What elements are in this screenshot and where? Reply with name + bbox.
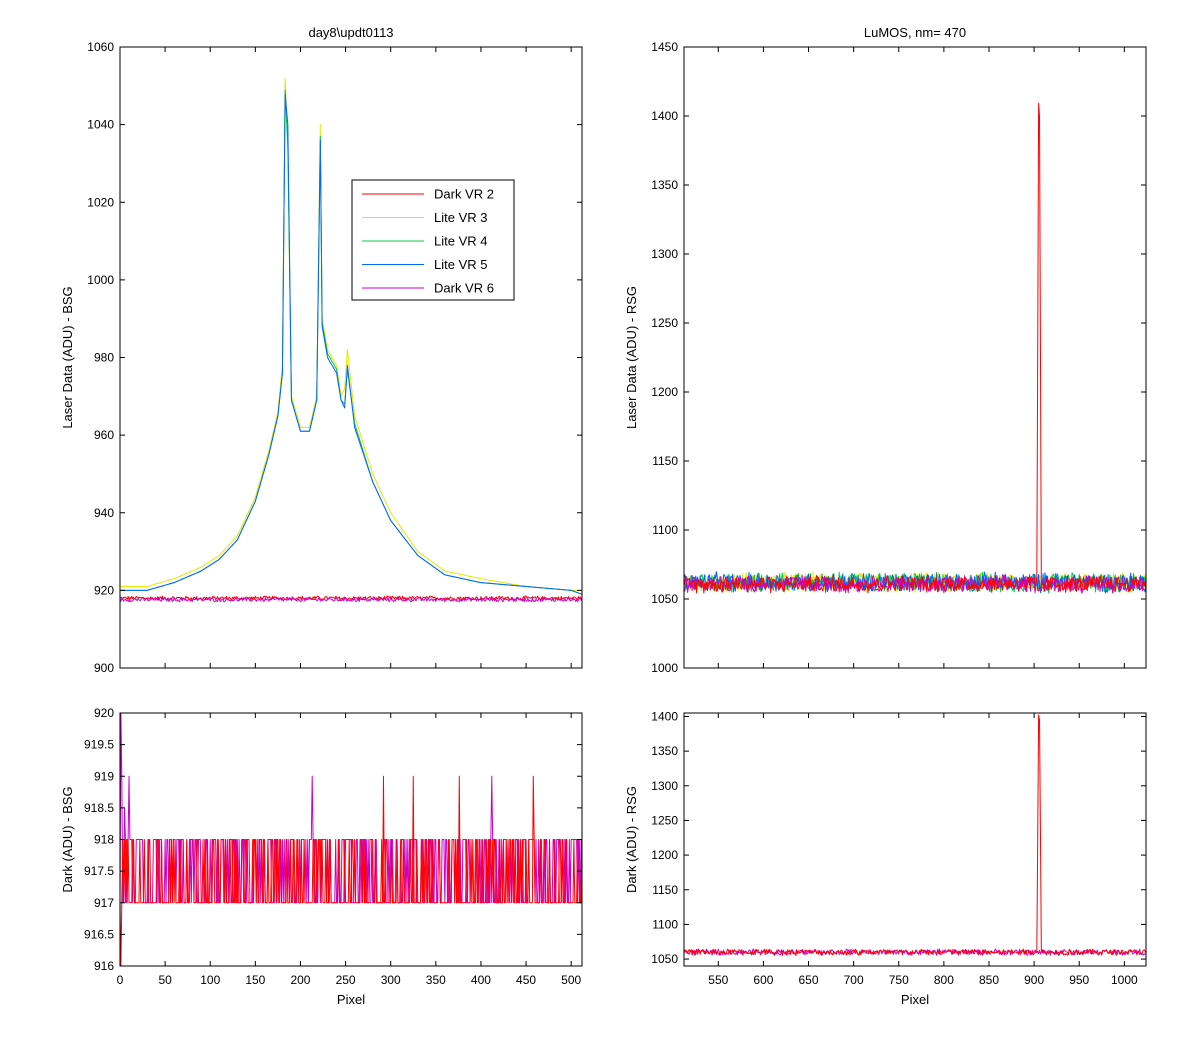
- y-tick-label: 917: [94, 896, 114, 910]
- y-tick-label: 1350: [651, 178, 678, 192]
- y-axis-label: Laser Data (ADU) - BSG: [60, 286, 75, 428]
- x-tick-label: 650: [799, 973, 819, 987]
- x-tick-label: 50: [158, 973, 172, 987]
- axes-box: [683, 712, 1147, 967]
- y-tick-label: 918: [94, 833, 114, 847]
- y-axis-label: Dark (ADU) - RSG: [624, 786, 639, 893]
- legend-label: Lite VR 5: [434, 257, 487, 272]
- y-tick-label: 940: [94, 506, 114, 520]
- series-line-lite-vr-3: [120, 77, 582, 591]
- plot-area: [684, 47, 1146, 668]
- series-group: [684, 714, 1146, 957]
- y-tick-label: 919.5: [84, 738, 114, 752]
- plot-area: [684, 713, 1146, 966]
- x-tick-label: 450: [516, 973, 536, 987]
- y-axis-label: Laser Data (ADU) - RSG: [624, 286, 639, 429]
- chart-bl: 0 50 100 150 200 250 300 350 400 450 500 916 916.5 91…: [60, 706, 583, 1007]
- series-group: [684, 102, 1146, 594]
- x-tick-label: 850: [979, 973, 999, 987]
- x-tick-label: 350: [426, 973, 446, 987]
- x-tick-label: 0: [117, 973, 124, 987]
- y-tick-label: 1100: [652, 523, 678, 537]
- y-tick-label: 1450: [651, 40, 678, 54]
- x-tick-label: 150: [245, 973, 265, 987]
- y-tick-label: 1150: [652, 454, 678, 468]
- y-tick-label: 1300: [651, 247, 678, 261]
- x-tick-label: 750: [889, 973, 909, 987]
- series-line-dark-vr-2: [684, 714, 1146, 957]
- y-tick-label: 1300: [651, 779, 678, 793]
- y-tick-label: 917.5: [84, 864, 114, 878]
- x-tick-label: 400: [471, 973, 491, 987]
- series-line-dark-vr-2: [120, 775, 582, 966]
- y-tick-label: 1200: [651, 385, 678, 399]
- y-tick-label: 918.5: [84, 801, 114, 815]
- y-tick-label: 1350: [651, 744, 678, 758]
- x-tick-label: 200: [290, 973, 310, 987]
- x-axis-label: Pixel: [901, 992, 929, 1007]
- y-tick-label: 916.5: [84, 927, 114, 941]
- series-group: [120, 77, 582, 603]
- y-tick-label: 1250: [651, 813, 678, 827]
- x-tick-label: 300: [381, 973, 401, 987]
- x-tick-label: 1000: [1111, 973, 1138, 987]
- y-tick-label: 1050: [651, 592, 678, 606]
- legend-label: Lite VR 3: [434, 210, 487, 225]
- series-line-lite-vr-5: [120, 93, 582, 595]
- legend-label: Lite VR 4: [434, 234, 487, 249]
- x-tick-label: 250: [336, 973, 356, 987]
- legend: Dark VR 2 Lite VR 3 Lite VR 4 Lite VR 5 Dark…: [351, 179, 515, 301]
- x-tick-label: 900: [1024, 973, 1044, 987]
- y-tick-label: 1250: [651, 316, 678, 330]
- y-tick-label: 1000: [87, 273, 114, 287]
- y-tick-label: 1020: [87, 195, 114, 209]
- chart-title: LuMOS, nm= 470: [864, 25, 966, 40]
- y-tick-label: 1050: [651, 952, 678, 966]
- chart-br: 550 600 650 700 750 800 850 900 950 1000 1050 1100 1…: [624, 709, 1147, 1007]
- y-axis-label: Dark (ADU) - BSG: [60, 786, 75, 892]
- x-tick-label: 800: [934, 973, 954, 987]
- x-tick-label: 950: [1069, 973, 1089, 987]
- chart-tr: 1000 1050 1100 1150 1200 1250 1300 1350 1400 1450…: [624, 25, 1147, 675]
- series-line-dark-vr-2: [684, 102, 1146, 594]
- y-tick-label: 916: [94, 959, 114, 973]
- legend-label: Dark VR 2: [434, 187, 494, 202]
- x-tick-label: 100: [200, 973, 220, 987]
- series-line-dark-vr-6: [120, 713, 582, 904]
- y-tick-label: 920: [94, 706, 114, 720]
- x-tick-label: 500: [561, 973, 581, 987]
- x-axis-label: Pixel: [337, 992, 365, 1007]
- y-tick-label: 1000: [651, 661, 678, 675]
- y-tick-label: 960: [94, 428, 114, 442]
- x-tick-label: 550: [708, 973, 728, 987]
- legend-label: Dark VR 6: [434, 281, 494, 296]
- legend-box: [351, 179, 515, 301]
- y-tick-label: 1200: [651, 848, 678, 862]
- x-tick-label: 700: [844, 973, 864, 987]
- chart-tl: 900 920 940 960 980 1000 1020 1040 1060 day8\updt…: [60, 25, 583, 675]
- series-group: [120, 713, 582, 966]
- y-tick-label: 900: [94, 661, 114, 675]
- series-line-dark-vr-6: [120, 597, 582, 603]
- y-tick-label: 919: [94, 769, 114, 783]
- axes-box: [683, 46, 1147, 669]
- y-tick-label: 1100: [652, 917, 678, 931]
- chart-title: day8\updt0113: [308, 25, 393, 40]
- y-tick-label: 1400: [651, 109, 678, 123]
- x-tick-label: 600: [753, 973, 773, 987]
- plot-area: [120, 47, 582, 668]
- y-tick-label: 1040: [87, 118, 114, 132]
- y-tick-label: 980: [94, 351, 114, 365]
- y-tick-label: 1400: [651, 709, 678, 723]
- y-tick-label: 1060: [87, 40, 114, 54]
- y-tick-label: 1150: [652, 883, 678, 897]
- y-tick-label: 920: [94, 583, 114, 597]
